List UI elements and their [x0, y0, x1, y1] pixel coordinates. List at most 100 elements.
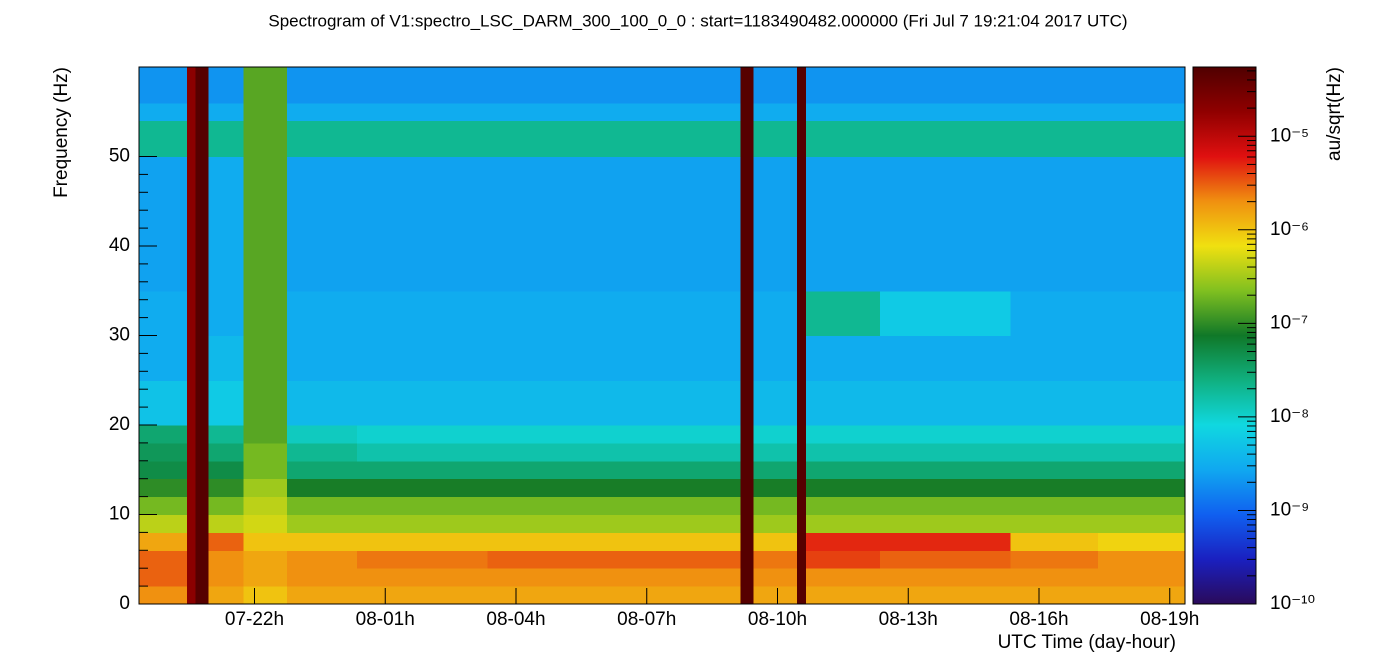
heatmap-cell	[879, 246, 1012, 292]
heatmap-cell	[287, 380, 358, 426]
heatmap-cell	[618, 156, 741, 202]
heatmap-cell	[243, 460, 288, 480]
heatmap-cell	[879, 550, 1012, 569]
heatmap-cell	[740, 425, 755, 444]
heatmap-cell	[805, 586, 881, 605]
x-axis-label: UTC Time (day-hour)	[998, 632, 1176, 653]
heatmap-cell	[243, 496, 288, 515]
heatmap-cell	[243, 246, 288, 292]
heatmap-cell	[1097, 67, 1186, 104]
heatmap-cell	[1010, 380, 1099, 426]
heatmap-cell	[879, 425, 1012, 444]
colorbar	[1193, 67, 1256, 604]
heatmap-cell	[195, 380, 210, 426]
heatmap-cell	[243, 442, 288, 462]
y-tick-label: 40	[109, 235, 130, 256]
heatmap-cell	[740, 335, 755, 381]
heatmap-cell	[1097, 514, 1186, 533]
heatmap-cell	[618, 568, 741, 587]
heatmap-cell	[618, 120, 741, 140]
heatmap-cell	[208, 120, 245, 140]
heatmap-cell	[1010, 460, 1099, 480]
heatmap-cell	[356, 246, 489, 292]
heatmap-cell	[805, 460, 881, 480]
heatmap-cell	[195, 425, 210, 444]
heatmap-cell	[805, 514, 881, 533]
heatmap-cell	[487, 120, 619, 140]
colorbar-frame	[1192, 66, 1257, 605]
heatmap-cell	[740, 201, 755, 247]
heatmap-cell	[1010, 67, 1099, 104]
heatmap-cell	[1010, 532, 1099, 551]
heatmap-cell	[740, 67, 755, 104]
heatmap-cell	[805, 442, 881, 462]
heatmap-cell	[356, 496, 489, 515]
heatmap-cell	[797, 478, 807, 498]
heatmap-cell	[208, 478, 245, 498]
heatmap-cell	[805, 246, 881, 292]
heatmap-cell	[356, 120, 489, 140]
heatmap-cell	[243, 586, 288, 605]
x-tick-label: 08-04h	[486, 609, 545, 630]
heatmap-cell	[195, 532, 210, 551]
heatmap-cell	[287, 532, 358, 551]
heatmap-cell	[805, 156, 881, 202]
heatmap-cell	[1097, 201, 1186, 247]
heatmap-cell	[753, 120, 798, 140]
heatmap-cell	[195, 442, 210, 462]
heatmap-cell	[186, 380, 197, 426]
heatmap-cell	[740, 380, 755, 426]
heatmap-cell	[1010, 425, 1099, 444]
x-tick-label: 08-16h	[1009, 609, 1068, 630]
heatmap-cell	[1097, 568, 1186, 587]
heatmap-cell	[618, 586, 741, 605]
x-tick-label: 08-13h	[879, 609, 938, 630]
heatmap-cell	[618, 425, 741, 444]
colorbar-tick-label: 10⁻⁵	[1270, 125, 1309, 146]
heatmap-cell	[797, 568, 807, 587]
heatmap-cell	[356, 335, 489, 381]
heatmap-cell	[753, 290, 798, 336]
heatmap-cell	[740, 550, 755, 569]
heatmap-cell	[740, 246, 755, 292]
heatmap-cell	[487, 496, 619, 515]
heatmap-cell	[1097, 442, 1186, 462]
heatmap-cell	[356, 380, 489, 426]
heatmap-cell	[287, 442, 358, 462]
heatmap-cell	[1097, 138, 1186, 157]
heatmap-cell	[139, 550, 188, 569]
heatmap-cell	[208, 514, 245, 533]
heatmap-cell	[243, 380, 288, 426]
heatmap-cell	[879, 496, 1012, 515]
y-tick-label: 20	[109, 414, 130, 435]
y-tick-label: 10	[109, 504, 130, 525]
heatmap-cell	[356, 568, 489, 587]
heatmap-cell	[487, 425, 619, 444]
heatmap-cell	[139, 532, 188, 551]
heatmap-cell	[186, 442, 197, 462]
heatmap-cell	[1097, 156, 1186, 202]
heatmap-cell	[797, 586, 807, 605]
heatmap-cell	[618, 102, 741, 122]
colorbar-tick-label: 10⁻⁷	[1270, 312, 1308, 333]
heatmap-cell	[879, 568, 1012, 587]
heatmap-cell	[879, 380, 1012, 426]
heatmap-cell	[797, 380, 807, 426]
heatmap-cell	[618, 460, 741, 480]
heatmap-cell	[797, 532, 807, 551]
colorbar-label: au/sqrt(Hz)	[1324, 67, 1345, 161]
heatmap-cell	[195, 201, 210, 247]
heatmap-cell	[139, 120, 188, 140]
heatmap	[139, 67, 1186, 605]
heatmap-cell	[753, 460, 798, 480]
x-tick-label: 07-22h	[225, 609, 284, 630]
heatmap-cell	[879, 586, 1012, 605]
heatmap-cell	[208, 67, 245, 104]
heatmap-cell	[1010, 138, 1099, 157]
heatmap-cell	[487, 478, 619, 498]
heatmap-cell	[797, 496, 807, 515]
heatmap-cell	[797, 335, 807, 381]
heatmap-cell	[1097, 380, 1186, 426]
heatmap-cell	[618, 496, 741, 515]
heatmap-cell	[879, 67, 1012, 104]
